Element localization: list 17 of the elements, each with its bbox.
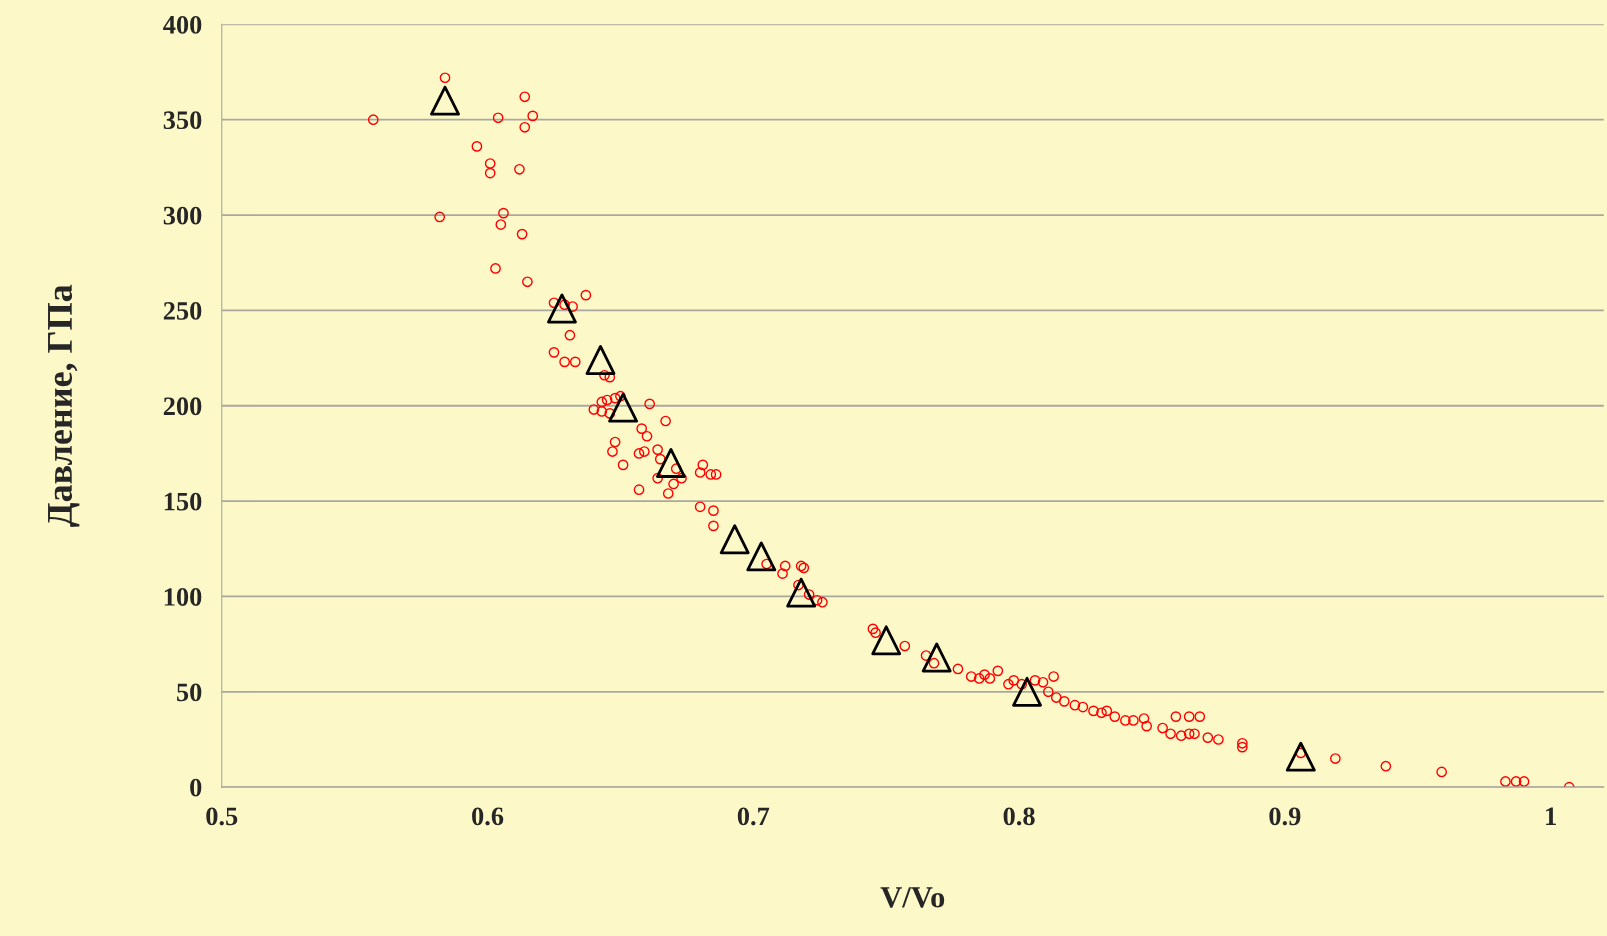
y-axis-title: Давление, ГПа — [48, 284, 80, 528]
y-tick-label: 300 — [163, 206, 202, 225]
x-axis-title: V/Vo — [880, 887, 945, 908]
x-tick-label: 0.8 — [1003, 807, 1035, 826]
x-tick-label: 1 — [1546, 807, 1556, 825]
y-tick-label: 0 — [190, 778, 202, 797]
y-tick-label: 200 — [163, 397, 202, 416]
y-tick-label: 250 — [163, 302, 202, 320]
y-tick-label: 50 — [176, 683, 202, 702]
x-tick-label: 0.5 — [206, 807, 238, 826]
y-tick-label: 100 — [164, 588, 202, 606]
x-tick-label: 0.9 — [1269, 807, 1301, 826]
y-tick-label: 150 — [164, 492, 202, 511]
y-tick-label: 350 — [163, 111, 202, 130]
x-tick-label: 0.6 — [472, 807, 504, 826]
x-tick-label: 0.7 — [737, 807, 770, 826]
y-tick-label: 400 — [163, 15, 202, 34]
